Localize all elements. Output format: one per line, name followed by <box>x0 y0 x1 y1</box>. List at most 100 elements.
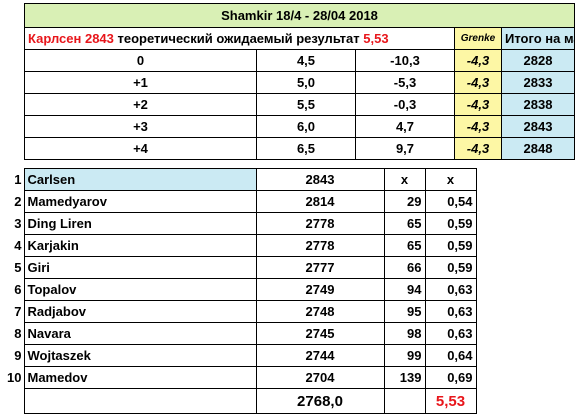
player-rating: 2843 <box>255 168 385 191</box>
change-cell: -10,3 <box>355 49 455 72</box>
player-name: Wojtaszek <box>23 344 257 367</box>
rating-diff: 65 <box>383 234 426 257</box>
total-cell: 2848 <box>500 137 576 160</box>
rating-diff: 98 <box>383 322 426 345</box>
player-name: Ding Liren <box>23 212 257 235</box>
scenario-row: +1 5,0 -5,3 -4,3 2833 <box>24 71 576 94</box>
rating-diff: 29 <box>383 190 426 213</box>
rating-diff: 95 <box>383 300 426 323</box>
total-cell: 2828 <box>500 49 576 72</box>
scenario-row: +3 6,0 4,7 -4,3 2843 <box>24 115 576 138</box>
scenario-row: +2 5,5 -0,3 -4,3 2838 <box>24 93 576 116</box>
grenke-cell: -4,3 <box>454 93 502 116</box>
grenke-cell: -4,3 <box>454 115 502 138</box>
players-table: 1 Carlsen 2843 x x 2 Mamedyarov 2814 29 … <box>0 168 477 414</box>
win-probability: 0,63 <box>424 322 477 345</box>
player-rating: 2778 <box>255 234 385 257</box>
win-probability: 0,59 <box>424 256 477 279</box>
expected-total: 5,53 <box>424 388 477 414</box>
player-name: Topalov <box>23 278 257 301</box>
change-cell: -0,3 <box>355 93 455 116</box>
delta-cell: +4 <box>24 137 257 160</box>
change-cell: 9,7 <box>355 137 455 160</box>
score-cell: 6,5 <box>256 137 356 160</box>
player-row: 6 Topalov 2749 94 0,63 <box>0 278 477 301</box>
player-rank: 10 <box>7 370 22 385</box>
score-cell: 5,0 <box>256 71 356 94</box>
header-cell: Карлсен 2843 теоретический ожидаемый рез… <box>24 27 455 50</box>
player-name: Radjabov <box>23 300 257 323</box>
average-rating: 2768,0 <box>255 388 385 414</box>
score-cell: 4,5 <box>256 49 356 72</box>
player-name: Карлсен <box>28 31 82 46</box>
empty-cell <box>23 388 257 414</box>
delta-cell: 0 <box>24 49 257 72</box>
win-probability: 0,63 <box>424 278 477 301</box>
scenario-row: 0 4,5 -10,3 -4,3 2828 <box>24 49 576 72</box>
change-cell: 4,7 <box>355 115 455 138</box>
rating-diff: 65 <box>383 212 426 235</box>
player-rank: 1 <box>14 172 22 187</box>
player-name: Mamedyarov <box>23 190 257 213</box>
totals-row: 2768,0 5,53 <box>0 388 477 414</box>
player-rating: 2745 <box>255 322 385 345</box>
player-name: Mamedov <box>23 366 257 389</box>
rating-diff: x <box>383 168 426 191</box>
rating-diff: 139 <box>383 366 426 389</box>
header-text: теоретический ожидаемый результат <box>117 31 360 46</box>
player-row: 4 Karjakin 2778 65 0,59 <box>0 234 477 257</box>
player-rating: 2749 <box>255 278 385 301</box>
player-rank: 6 <box>14 282 22 297</box>
win-probability: 0,54 <box>424 190 477 213</box>
delta-cell: +2 <box>24 93 257 116</box>
player-rating: 2778 <box>255 212 385 235</box>
header-row: Карлсен 2843 теоретический ожидаемый рез… <box>24 27 576 50</box>
delta-cell: +1 <box>24 71 257 94</box>
player-row: 1 Carlsen 2843 x x <box>0 168 477 191</box>
player-row: 8 Navara 2745 98 0,63 <box>0 322 477 345</box>
total-header: Итого на май <box>500 27 576 50</box>
win-probability: 0,63 <box>424 300 477 323</box>
player-rating: 2704 <box>255 366 385 389</box>
player-row: 9 Wojtaszek 2744 99 0,64 <box>0 344 477 367</box>
player-rank: 2 <box>14 194 22 209</box>
score-cell: 5,5 <box>256 93 356 116</box>
player-rank: 9 <box>14 348 22 363</box>
player-rating: 2814 <box>255 190 385 213</box>
player-row: 5 Giri 2777 66 0,59 <box>0 256 477 279</box>
header-expected: 5,53 <box>363 31 389 46</box>
player-name: Carlsen <box>23 168 257 191</box>
player-rank: 7 <box>14 304 22 319</box>
player-name: Karjakin <box>23 234 257 257</box>
rating-diff: 99 <box>383 344 426 367</box>
grenke-cell: -4,3 <box>454 49 502 72</box>
win-probability: 0,64 <box>424 344 477 367</box>
player-rank: 8 <box>14 326 22 341</box>
table-title: Shamkir 18/4 - 28/04 2018 <box>23 3 576 28</box>
player-row: 2 Mamedyarov 2814 29 0,54 <box>0 190 477 213</box>
player-rating: 2748 <box>255 300 385 323</box>
empty-cell <box>0 389 24 414</box>
total-cell: 2843 <box>500 115 576 138</box>
score-cell: 6,0 <box>256 115 356 138</box>
player-row: 3 Ding Liren 2778 65 0,59 <box>0 212 477 235</box>
total-cell: 2833 <box>500 71 576 94</box>
win-probability: 0,69 <box>424 366 477 389</box>
player-row: 7 Radjabov 2748 95 0,63 <box>0 300 477 323</box>
player-row: 10 Mamedov 2704 139 0,69 <box>0 366 477 389</box>
scenario-row: +4 6,5 9,7 -4,3 2848 <box>24 137 576 160</box>
player-rank: 5 <box>14 260 22 275</box>
grenke-cell: -4,3 <box>454 137 502 160</box>
win-probability: x <box>424 168 477 191</box>
win-probability: 0,59 <box>424 234 477 257</box>
rating-diff: 66 <box>383 256 426 279</box>
win-probability: 0,59 <box>424 212 477 235</box>
empty-cell <box>383 388 426 414</box>
player-rank: 3 <box>14 216 22 231</box>
player-rank: 4 <box>14 238 22 253</box>
total-cell: 2838 <box>500 93 576 116</box>
scenario-table: Shamkir 18/4 - 28/04 2018 Карлсен 2843 т… <box>23 3 576 160</box>
rating-diff: 94 <box>383 278 426 301</box>
player-rating: 2843 <box>84 31 114 46</box>
change-cell: -5,3 <box>355 71 455 94</box>
